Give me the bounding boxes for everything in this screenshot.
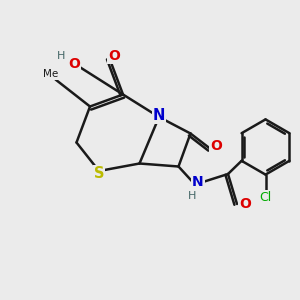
Text: O: O	[210, 139, 222, 153]
Text: Cl: Cl	[260, 190, 272, 204]
Text: S: S	[94, 166, 104, 181]
Text: Me: Me	[44, 69, 59, 79]
Text: N: N	[192, 175, 204, 188]
Text: O: O	[68, 58, 80, 71]
Text: N: N	[153, 108, 165, 123]
Text: O: O	[108, 49, 120, 62]
Text: O: O	[239, 197, 251, 211]
Text: H: H	[57, 51, 66, 62]
Text: H: H	[188, 191, 196, 201]
